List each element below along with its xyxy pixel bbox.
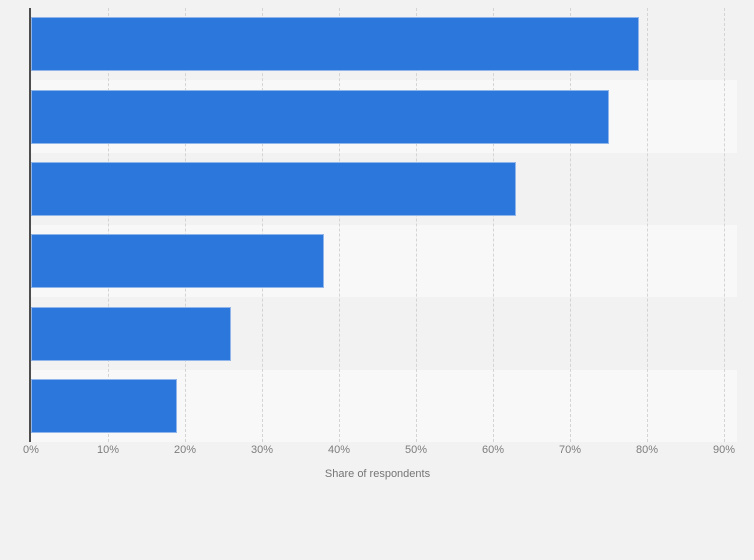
gridline — [415, 8, 417, 442]
bar-row-6[interactable] — [31, 378, 178, 433]
x-tick-label: 30% — [250, 444, 274, 456]
plot-area — [31, 8, 737, 442]
gridline — [184, 8, 186, 442]
gridline — [569, 8, 571, 442]
bar-row-1[interactable] — [31, 17, 640, 72]
y-axis-line — [29, 8, 31, 442]
x-axis-title: Share of respondents — [324, 468, 431, 480]
gridline — [723, 8, 725, 442]
x-tick-label: 50% — [404, 444, 428, 456]
gridline — [492, 8, 494, 442]
bar-row-4[interactable] — [31, 234, 324, 289]
x-tick-label: 20% — [173, 444, 197, 456]
bar-row-2[interactable] — [31, 89, 609, 144]
bar-row-5[interactable] — [31, 306, 232, 361]
gridline — [107, 8, 109, 442]
bar-row-3[interactable] — [31, 161, 517, 216]
gridline — [261, 8, 263, 442]
x-tick-label: 70% — [558, 444, 582, 456]
x-tick-label: 10% — [96, 444, 120, 456]
x-tick-label: 60% — [481, 444, 505, 456]
x-tick-label: 40% — [327, 444, 351, 456]
x-tick-label: 90% — [712, 444, 736, 456]
gridline — [338, 8, 340, 442]
gridline — [646, 8, 648, 442]
x-tick-label: 0% — [23, 444, 39, 456]
x-tick-label: 80% — [635, 444, 659, 456]
